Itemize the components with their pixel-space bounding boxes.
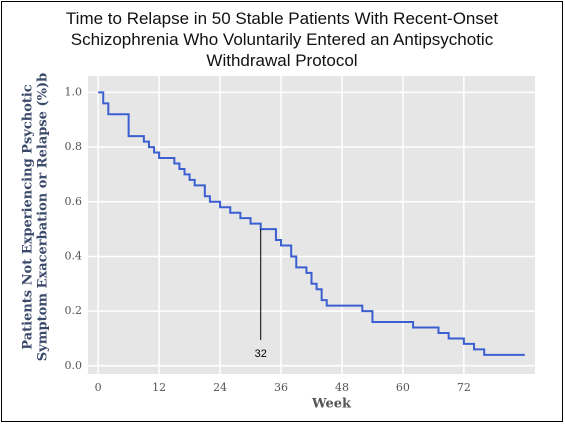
x-tick-label: 60 [396, 381, 410, 394]
y-axis-label: Symptom Exacerbation or Relapse (%)b [36, 73, 51, 361]
x-tick-label: 12 [152, 381, 166, 394]
y-tick-label: 1.0 [65, 85, 83, 98]
x-tick-label: 48 [335, 381, 349, 394]
x-axis-label: Week [311, 397, 352, 412]
x-tick-label: 36 [274, 381, 288, 394]
survival-line [98, 91, 525, 356]
x-tick-label: 0 [95, 381, 102, 394]
y-tick-label: 0.8 [65, 140, 83, 153]
y-tick-label: 0.6 [65, 195, 83, 208]
marks: 32 [98, 91, 525, 360]
y-tick-label: 0.2 [65, 304, 83, 317]
x-tick-label: 24 [213, 381, 227, 394]
plot-area [88, 76, 535, 374]
y-tick-label: 0.0 [65, 359, 83, 372]
annotation-label: 32 [255, 348, 267, 360]
x-tick-label: 72 [457, 381, 471, 394]
y-axis-label: Patients Not Experiencing Psychotic [21, 84, 36, 350]
grid [88, 76, 535, 374]
chart-title: Time to Relapse in 50 Stable Patients Wi… [65, 9, 499, 70]
y-tick-label: 0.4 [65, 249, 83, 262]
